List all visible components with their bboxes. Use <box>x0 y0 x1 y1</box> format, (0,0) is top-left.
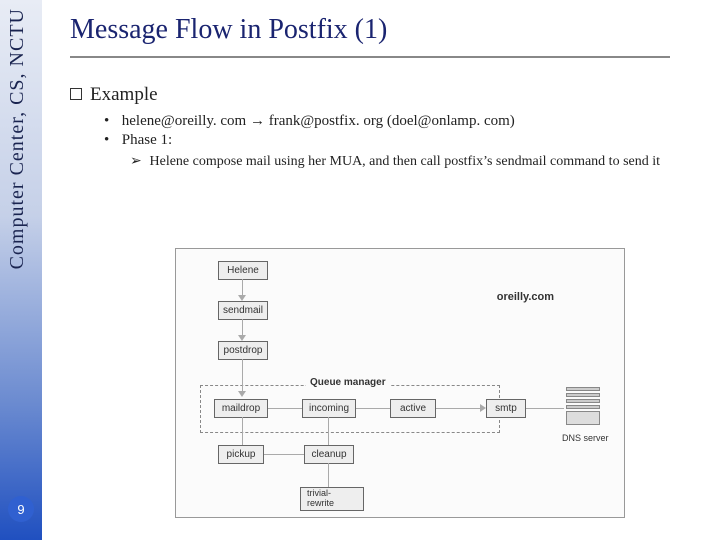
node-pickup: pickup <box>218 445 264 464</box>
dot-bullet-icon: • <box>104 113 118 130</box>
node-sendmail: sendmail <box>218 301 268 320</box>
edge <box>526 408 564 409</box>
edge <box>356 408 390 409</box>
arrow-down-icon <box>238 391 246 397</box>
page-number-text: 9 <box>17 502 24 517</box>
flow-diagram: oreilly.com Helene sendmail postdrop Que… <box>175 248 625 518</box>
node-active: active <box>390 399 436 418</box>
sidebar: Computer Center, CS, NCTU <box>0 0 42 540</box>
title-underline <box>70 56 670 58</box>
edge <box>268 408 302 409</box>
page-number: 9 <box>8 496 34 522</box>
edge <box>328 417 329 445</box>
l2-wrap: • helene@oreilly. com → frank@postfix. o… <box>104 112 700 149</box>
node-trivial: trivial-rewrite <box>300 487 364 511</box>
oreilly-label: oreilly.com <box>497 291 554 303</box>
l3-prefix: Helene compose mail using her MUA, and t… <box>150 154 484 169</box>
l2b-text: Phase 1: <box>122 132 172 148</box>
node-helene: Helene <box>218 261 268 280</box>
bullet-l2b: • Phase 1: <box>104 132 700 149</box>
edge <box>242 359 243 393</box>
sidebar-label: Computer Center, CS, NCTU <box>6 8 29 269</box>
node-postdrop: postdrop <box>218 341 268 360</box>
bullet-l2a: • helene@oreilly. com → frank@postfix. o… <box>104 112 700 130</box>
arrow-icon: → <box>250 112 265 129</box>
triangle-bullet-icon: ➢ <box>130 153 146 170</box>
edge <box>242 417 243 445</box>
dot-bullet-icon: • <box>104 132 118 149</box>
bullet-l3: ➢ Helene compose mail using her MUA, and… <box>130 153 700 170</box>
node-smtp: smtp <box>486 399 526 418</box>
content: Message Flow in Postfix (1) Example • he… <box>70 14 700 172</box>
node-incoming: incoming <box>302 399 356 418</box>
edge <box>436 408 482 409</box>
edge <box>264 454 304 455</box>
bullet-l1-row: Example <box>70 84 700 106</box>
l3-wrap: ➢ Helene compose mail using her MUA, and… <box>130 153 700 170</box>
edge <box>328 463 329 487</box>
dns-server-icon <box>566 387 600 431</box>
node-cleanup: cleanup <box>304 445 354 464</box>
bullet-l1: Example <box>90 84 158 106</box>
page-title: Message Flow in Postfix (1) <box>70 14 700 54</box>
l2a-prefix: helene@oreilly. com <box>122 113 250 129</box>
square-bullet-icon <box>70 88 82 100</box>
node-maildrop: maildrop <box>214 399 268 418</box>
dns-label: DNS server <box>562 433 609 443</box>
queue-manager-label: Queue manager <box>306 377 390 388</box>
l3-suffix: s sendmail command to send it <box>487 154 660 169</box>
l2a-suffix: frank@postfix. org (doel@onlamp. com) <box>265 113 515 129</box>
